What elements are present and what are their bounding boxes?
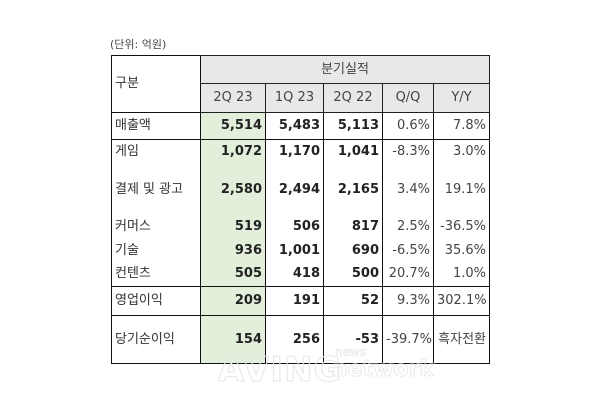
- table-row: 커머스 519 506 817 2.5% -36.5%: [111, 214, 490, 239]
- cell-2q23: 2,580: [200, 164, 266, 215]
- cell-yy: -36.5%: [433, 214, 490, 239]
- cell-2q23: 1,072: [200, 139, 266, 165]
- row-label: 영업이익: [111, 286, 201, 316]
- cell-2q23: 505: [200, 262, 266, 287]
- cell-2q22: 2,165: [323, 164, 383, 215]
- table-row: 결제 및 광고 2,580 2,494 2,165 3.4% 19.1%: [111, 164, 490, 215]
- cell-2q22: 817: [323, 214, 383, 239]
- cell-1q23: 1,170: [265, 139, 324, 165]
- cell-qq: 0.6%: [382, 112, 434, 140]
- cell-qq: 20.7%: [382, 262, 434, 287]
- cell-1q23: 1,001: [265, 238, 324, 263]
- cell-2q23: 519: [200, 214, 266, 239]
- row-label: 게임: [111, 139, 201, 165]
- cell-yy: 19.1%: [433, 164, 490, 215]
- header-col-2q23: 2Q 23: [200, 83, 266, 113]
- cell-qq: 3.4%: [382, 164, 434, 215]
- watermark-aving: AVING: [217, 350, 343, 391]
- cell-2q22: 500: [323, 262, 383, 287]
- row-label: 매출액: [111, 112, 201, 140]
- cell-yy: 302.1%: [433, 286, 490, 316]
- cell-yy: 35.6%: [433, 238, 490, 263]
- row-label: 커머스: [111, 214, 201, 239]
- row-label: 당기순이익: [111, 315, 201, 364]
- header-group: 분기실적: [200, 55, 490, 84]
- quarterly-results-table: 구분 분기실적 2Q 23 1Q 23 2Q 22 Q/Q Y/Y 매출액 5,…: [111, 55, 490, 364]
- table-row: 컨텐츠 505 418 500 20.7% 1.0%: [111, 262, 490, 287]
- cell-1q23: 2,494: [265, 164, 324, 215]
- cell-qq: 9.3%: [382, 286, 434, 316]
- watermark-network: network: [332, 357, 435, 383]
- header-col-yy: Y/Y: [433, 83, 490, 113]
- cell-2q22: 5,113: [323, 112, 383, 140]
- cell-qq: -6.5%: [382, 238, 434, 263]
- cell-2q23: 936: [200, 238, 266, 263]
- table-row: 매출액 5,514 5,483 5,113 0.6% 7.8%: [111, 112, 490, 140]
- watermark-news: news: [335, 345, 367, 360]
- cell-qq: -39.7%: [382, 315, 434, 364]
- cell-2q22: 690: [323, 238, 383, 263]
- header-category: 구분: [111, 55, 201, 113]
- cell-1q23: 256: [265, 315, 324, 364]
- cell-qq: 2.5%: [382, 214, 434, 239]
- cell-1q23: 506: [265, 214, 324, 239]
- header-col-qq: Q/Q: [382, 83, 434, 113]
- table-row: 게임 1,072 1,170 1,041 -8.3% 3.0%: [111, 139, 490, 165]
- row-label: 기술: [111, 238, 201, 263]
- cell-yy: 7.8%: [433, 112, 490, 140]
- table-row: 영업이익 209 191 52 9.3% 302.1%: [111, 286, 490, 316]
- cell-yy: 3.0%: [433, 139, 490, 165]
- cell-2q22: -53: [323, 315, 383, 364]
- row-label: 컨텐츠: [111, 262, 201, 287]
- cell-yy: 1.0%: [433, 262, 490, 287]
- cell-yy: 흑자전환: [433, 315, 490, 364]
- header-col-2q22: 2Q 22: [323, 83, 383, 113]
- cell-1q23: 5,483: [265, 112, 324, 140]
- cell-2q23: 209: [200, 286, 266, 316]
- cell-2q22: 1,041: [323, 139, 383, 165]
- cell-2q22: 52: [323, 286, 383, 316]
- cell-1q23: 191: [265, 286, 324, 316]
- cell-2q23: 154: [200, 315, 266, 364]
- cell-1q23: 418: [265, 262, 324, 287]
- table-row: 기술 936 1,001 690 -6.5% 35.6%: [111, 238, 490, 263]
- header-col-1q23: 1Q 23: [265, 83, 324, 113]
- cell-qq: -8.3%: [382, 139, 434, 165]
- row-label: 결제 및 광고: [111, 164, 201, 215]
- table-row: 당기순이익 154 256 -53 -39.7% 흑자전환: [111, 315, 490, 364]
- cell-2q23: 5,514: [200, 112, 266, 140]
- unit-note: (단위: 억원): [110, 38, 167, 51]
